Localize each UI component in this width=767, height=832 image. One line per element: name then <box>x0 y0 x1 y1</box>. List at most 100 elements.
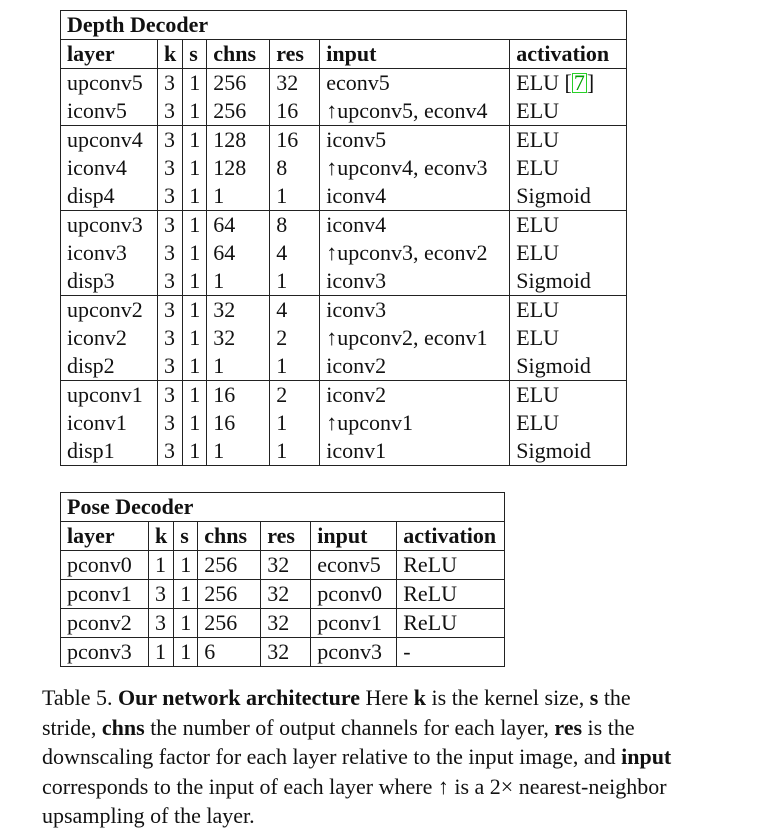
table-cell: 2 <box>269 380 321 409</box>
table-cell: ELU <box>509 154 628 182</box>
table-row: iconv4 3 1 128 8 ↑upconv4, econv3 ELU <box>60 154 628 182</box>
table-row: iconv2 3 1 32 2 ↑upconv2, econv1 ELU <box>60 324 628 352</box>
caption-term-s: s <box>589 685 599 710</box>
table-row: pconv2 3 1 256 32 pconv1 ReLU <box>60 608 506 638</box>
table-cell: econv5 <box>310 550 398 580</box>
table-cell: 3 <box>156 210 184 239</box>
table-cell: iconv5 <box>60 97 158 126</box>
table-cell: 1 <box>182 154 208 182</box>
table-cell: 2 <box>269 324 321 352</box>
table-row: upconv1 3 1 16 2 iconv2 ELU <box>60 380 628 409</box>
table-cell: 8 <box>269 210 321 239</box>
table-row: pconv3 1 1 6 32 pconv3- <box>60 637 506 667</box>
table-cell: ↑upconv2, econv1 <box>319 324 511 352</box>
caption-term-input: input <box>621 744 672 769</box>
table-cell: 64 <box>206 239 271 267</box>
table-cell: pconv1 <box>60 579 149 609</box>
table-cell: ReLU <box>396 579 506 609</box>
table-cell: ELU <box>509 409 628 437</box>
table-cell: 256 <box>206 97 271 126</box>
table-cell: upconv3 <box>60 210 158 239</box>
table-cell: pconv2 <box>60 608 149 638</box>
table-cell: 1 <box>182 324 208 352</box>
table-cell: upconv1 <box>60 380 158 409</box>
depth-header-row: layer k s chns res input activation <box>60 39 628 69</box>
table-cell: 1 <box>206 267 271 296</box>
table-cell: ↑upconv4, econv3 <box>319 154 511 182</box>
table-cell: iconv3 <box>60 239 158 267</box>
table-cell: disp4 <box>60 182 158 211</box>
table-cell: 1 <box>182 380 208 409</box>
table-cell: ELU <box>509 210 628 239</box>
table-cell: 1 <box>182 267 208 296</box>
table-cell: 3 <box>147 608 175 638</box>
table-cell: 1 <box>269 437 321 466</box>
table-row: upconv2 3 1 32 4 iconv3 ELU <box>60 295 628 324</box>
table-cell: ELU <box>509 324 628 352</box>
table-cell: 1 <box>182 210 208 239</box>
table-cell: iconv4 <box>319 210 511 239</box>
table-cell: 256 <box>197 608 262 638</box>
table-cell: iconv5 <box>319 125 511 154</box>
table-cell: Sigmoid <box>509 182 628 211</box>
table-cell: 1 <box>182 239 208 267</box>
table-cell: Sigmoid <box>509 352 628 381</box>
citation-link[interactable]: 7 <box>571 70 587 95</box>
table-cell: 1 <box>173 637 199 667</box>
table-cell: ReLU <box>396 550 506 580</box>
table-cell: iconv1 <box>319 437 511 466</box>
table-row: disp3 3 1 1 1 iconv3 Sigmoid <box>60 267 628 296</box>
table-cell: 16 <box>206 380 271 409</box>
table-cell: econv5 <box>319 68 511 97</box>
table-cell: disp3 <box>60 267 158 296</box>
column-header: input <box>310 521 398 551</box>
table-cell: 3 <box>156 154 184 182</box>
table-cell: 1 <box>147 637 175 667</box>
table-cell: 1 <box>269 409 321 437</box>
table-cell: 1 <box>269 352 321 381</box>
table-cell: 6 <box>197 637 262 667</box>
table-cell: 3 <box>156 295 184 324</box>
table-cell: ELU <box>509 380 628 409</box>
caption-term-chns: chns <box>101 714 145 740</box>
column-header: res <box>269 39 321 69</box>
table-cell: upconv4 <box>60 125 158 154</box>
table-cell: pconv3 <box>60 637 149 667</box>
column-header: layer <box>60 39 158 69</box>
table-cell: ↑upconv5, econv4 <box>319 97 511 126</box>
table-row: upconv5 3 1 256 32 econv5 ELU [7] <box>60 68 628 97</box>
table-cell: 1 <box>206 352 271 381</box>
table-cell: 4 <box>269 295 321 324</box>
table-cell: 1 <box>206 182 271 211</box>
table-cell: iconv4 <box>319 182 511 211</box>
table-cell: 3 <box>156 409 184 437</box>
table-row: upconv3 3 1 64 8 iconv4 ELU <box>60 210 628 239</box>
table-cell: 64 <box>206 210 271 239</box>
table-row: pconv0 1 1 256 32 econv5 ReLU <box>60 550 506 580</box>
table-cell: pconv1 <box>310 608 398 638</box>
table-row: disp1 3 1 1 1 iconv1 Sigmoid <box>60 437 628 466</box>
column-header: k <box>156 39 184 69</box>
depth-decoder-title: Depth Decoder <box>59 10 628 40</box>
table-cell: 128 <box>206 154 271 182</box>
table-cell: 3 <box>156 324 184 352</box>
caption-text: the stride, <box>42 685 631 740</box>
table-cell: ELU [7] <box>509 68 628 97</box>
table-row: pconv1 3 1 256 32 pconv0 ReLU <box>60 579 506 609</box>
table-cell: 1 <box>173 608 199 638</box>
depth-decoder-table: Depth Decoder layer k s chns res input a… <box>59 10 628 466</box>
caption-heading: Our network architecture <box>118 685 361 710</box>
table-cell: iconv3 <box>319 295 511 324</box>
table-cell: 1 <box>182 125 208 154</box>
table-cell: 16 <box>206 409 271 437</box>
table-cell: ELU <box>509 97 628 126</box>
table-row: iconv3 3 1 64 4 ↑upconv3, econv2 ELU <box>60 239 628 267</box>
table-row: disp4 3 1 1 1 iconv4 Sigmoid <box>60 182 628 211</box>
table-cell: 32 <box>260 608 312 638</box>
column-header: chns <box>197 521 262 551</box>
table-caption: Table 5. Our network architecture Here k… <box>42 683 678 831</box>
table-cell: 3 <box>156 267 184 296</box>
table-cell: 3 <box>156 239 184 267</box>
table-cell: 3 <box>156 380 184 409</box>
table-cell: 256 <box>206 68 271 97</box>
